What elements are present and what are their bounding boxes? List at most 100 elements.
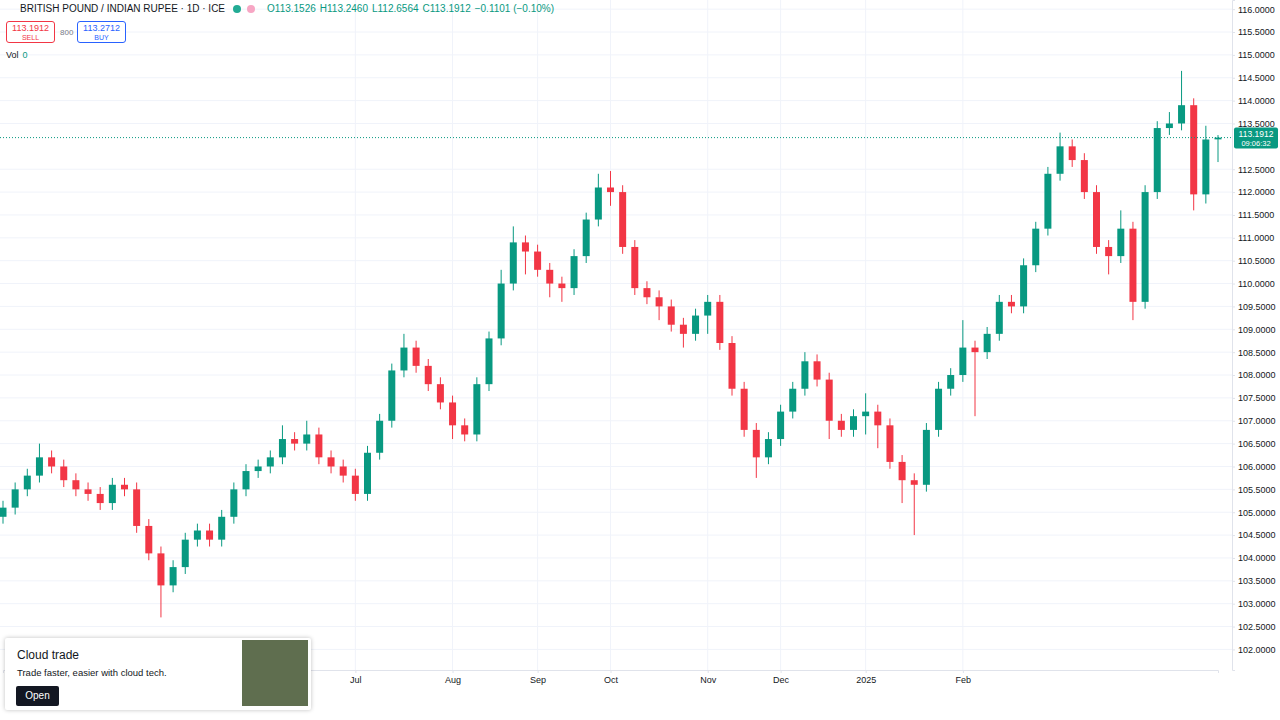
candle-body [437,384,444,402]
candle-body [328,457,335,466]
grid-line [962,0,963,670]
tick: 109.0000 [1232,325,1276,335]
tick: Feb [956,670,972,685]
grid-line [780,0,781,670]
tick-label: Feb [956,675,972,685]
candle-body [935,389,942,430]
y-axis: 102.0000102.5000103.0000103.5000104.0000… [1232,1,1276,671]
tick: 110.0000 [1232,279,1275,289]
grid-line [0,260,1232,261]
grid-line [865,0,866,670]
price-tag-box [1234,128,1278,149]
sell-price[interactable]: 113.1912 [7,23,54,33]
tick-mark [1232,535,1235,536]
candle-body [826,380,833,421]
grid-line [0,626,1232,627]
tick: 104.0000 [1232,553,1276,563]
tick: 103.0000 [1232,599,1276,609]
ad-image [242,640,308,706]
ohlc-value: −0.1101 (−0.10%) [475,3,554,14]
grid-line [0,512,1232,513]
grid-line [0,352,1232,353]
tick-label: 114.5000 [1238,73,1275,83]
tick: 113.5000 [1232,119,1275,129]
header: BRITISH POUND / INDIAN RUPEE · 1D · ICEO… [6,3,554,14]
candle-body [170,567,177,585]
candle-body [959,348,966,375]
grid-line [0,169,1232,170]
tick-mark [1232,9,1235,10]
candle-body [874,412,881,426]
candle-body [923,430,930,485]
candle-body [1117,229,1124,256]
tick-label: 102.0000 [1238,645,1276,655]
candle-body [498,284,505,339]
candle-body [656,297,663,306]
candle-body [1093,192,1100,247]
tick: 110.5000 [1232,256,1275,266]
candle-body [1020,265,1027,306]
grid-line [0,489,1232,490]
candle-body [972,348,979,353]
grid-line [452,0,453,670]
tick: 107.5000 [1232,393,1276,403]
grid-line [0,580,1232,581]
tick-mark [355,670,356,673]
grid-line [0,375,1232,376]
sell-button[interactable]: 113.1912SELL [6,21,55,43]
candle-body [1142,192,1149,302]
candle-body [72,480,79,489]
buy-price[interactable]: 113.2712 [78,23,125,33]
tick-label: 106.5000 [1238,439,1276,449]
candle-body [291,439,298,444]
candle-body [619,192,626,247]
candle-body [522,242,529,251]
candle-body [1032,229,1039,266]
tick-label: 108.5000 [1238,348,1276,358]
volume-value: 0 [23,50,28,60]
sell-label[interactable]: SELL [7,33,54,43]
tick-mark [1232,32,1235,33]
ohlc-value: H113.2460 [320,3,368,14]
tick: 112.5000 [1232,165,1275,175]
tick-label: Dec [773,675,790,685]
tick-mark [453,670,454,673]
tick-mark [1232,101,1235,102]
ad-button[interactable]: Open [16,686,59,706]
tick-mark [1232,78,1235,79]
status-dot [247,5,255,13]
tick-label: 107.0000 [1238,416,1276,426]
tick: Dec [773,670,790,685]
candle-body [1057,146,1064,173]
tick-mark [1232,215,1235,216]
candle-body [48,457,55,466]
tick-mark [1232,306,1235,307]
tick-label: 108.0000 [1238,370,1276,380]
candle-wick [877,405,878,448]
candle-body [777,412,784,439]
tick-label: 112.5000 [1238,165,1275,175]
ad: Cloud tradeTrade faster, easier with clo… [5,638,311,710]
candle-body [1081,160,1088,192]
tick: 106.0000 [1232,462,1276,472]
candle-body [413,348,420,366]
tick: 108.0000 [1232,370,1276,380]
candle-body [607,188,614,193]
tick-mark [1232,512,1235,513]
tick: 105.5000 [1232,485,1276,495]
candle-body [801,361,808,388]
tick-mark [963,670,964,673]
ad-text: Trade faster, easier with cloud tech. [17,667,167,678]
buy-label[interactable]: BUY [78,33,125,43]
buy-button[interactable]: 113.2712BUY [77,21,126,43]
tick: 111.0000 [1232,233,1274,243]
grid-line [0,420,1232,421]
candle-body [1190,105,1197,194]
grid-line [0,443,1232,444]
tick-label: 116.0000 [1238,5,1275,15]
tick-mark [708,670,709,673]
candle-body [1129,229,1136,302]
candle-body [631,247,638,288]
tick-label: 110.5000 [1238,256,1275,266]
candle-body [194,531,201,540]
